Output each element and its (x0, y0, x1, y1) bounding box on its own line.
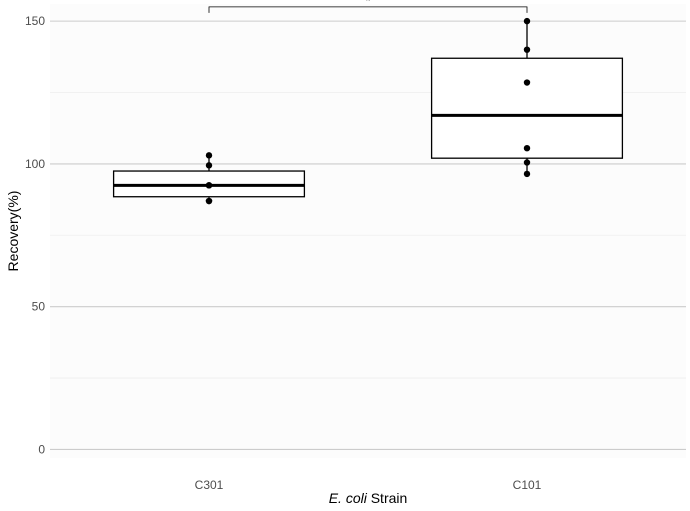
y-tick-labels: 0 50 100 150 (25, 14, 45, 456)
significance-line (208, 6, 528, 13)
data-point (523, 79, 531, 86)
x-tick-label: C101 (513, 478, 542, 492)
y-tick-label: 150 (25, 14, 45, 28)
x-axis-title-rest: Strain (367, 490, 407, 506)
x-axis-title-italic: E. coli (329, 490, 368, 506)
data-point (523, 170, 531, 178)
boxes (112, 21, 624, 202)
data-point (523, 144, 531, 152)
x-tick-labels: C301 C101 (195, 478, 542, 492)
x-axis-title: E. coli Strain (329, 490, 408, 506)
data-points (205, 17, 531, 205)
significance-bracket: * (208, 0, 528, 13)
x-tick-label: C301 (195, 478, 224, 492)
data-point (205, 152, 213, 159)
significance-label: * (365, 0, 370, 8)
data-point (523, 17, 531, 25)
data-point (523, 159, 531, 166)
data-point (205, 197, 213, 205)
box-iqr (430, 57, 624, 159)
y-axis-title: Recovery(%) (5, 191, 21, 272)
data-point (205, 162, 213, 169)
y-tick-label: 100 (25, 157, 45, 171)
box-c101 (430, 21, 624, 174)
y-tick-label: 0 (38, 442, 45, 456)
data-point (205, 182, 213, 189)
data-point (523, 46, 531, 53)
y-tick-label: 50 (32, 300, 46, 314)
